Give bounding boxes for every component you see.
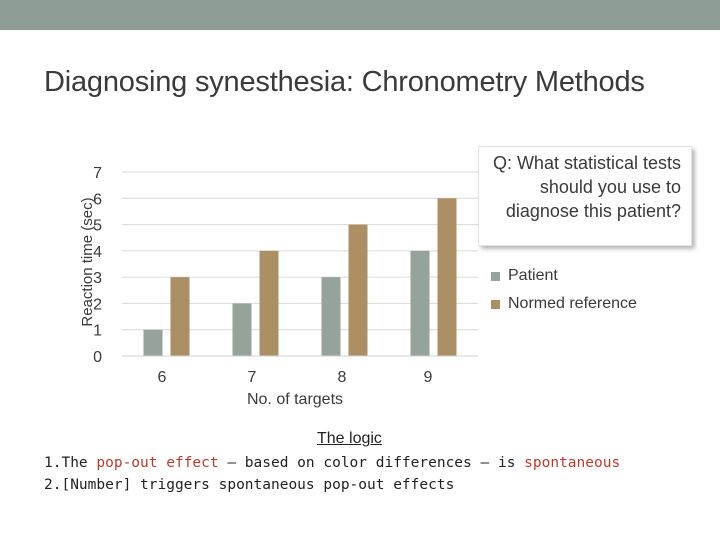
top-bar <box>0 0 720 30</box>
slide-title: Diagnosing synesthesia: Chronometry Meth… <box>44 66 645 98</box>
bar-normed-reference-8 <box>348 224 368 356</box>
y-tick-label-6: 6 <box>93 191 102 208</box>
logic-item-1-middle: – based on color differences – is <box>218 455 525 471</box>
y-tick-label-0: 0 <box>93 349 102 366</box>
x-tick-label-6: 6 <box>158 369 167 386</box>
bar-normed-reference-6 <box>170 277 190 356</box>
x-tick-label-9: 9 <box>424 369 433 386</box>
callout-text: Q: What statistical tests should you use… <box>492 153 681 221</box>
y-tick-label-1: 1 <box>93 323 102 340</box>
y-tick-label-5: 5 <box>93 218 102 235</box>
spontaneous-highlight: spontaneous <box>524 455 621 471</box>
pop-out-effect-highlight: pop-out effect <box>96 455 219 471</box>
y-tick-label-4: 4 <box>93 244 102 261</box>
legend-item-normed-reference: Normed reference <box>491 294 637 314</box>
question-callout: Q: What statistical tests should you use… <box>478 146 692 246</box>
bar-patient-8 <box>321 277 341 356</box>
y-tick-label-7: 7 <box>93 165 102 182</box>
logic-item-1-number: 1. <box>44 455 62 471</box>
logic-heading: The logic <box>317 430 382 447</box>
legend-label-patient: Patient <box>508 267 558 284</box>
x-axis-label: No. of targets <box>247 391 343 408</box>
logic-list: 1.The pop-out effect – based on color di… <box>44 452 704 496</box>
legend-label-normed-reference: Normed reference <box>508 295 637 312</box>
logic-item-2: 2.[Number] triggers spontaneous pop-out … <box>44 474 704 496</box>
logic-item-1-prefix: The <box>61 455 97 471</box>
legend-swatch-patient <box>491 271 500 281</box>
logic-item-2-number: 2. <box>44 477 62 493</box>
legend-item-patient: Patient <box>491 266 558 286</box>
bar-patient-9 <box>410 250 430 356</box>
x-tick-label-7: 7 <box>248 369 257 386</box>
logic-item-1: 1.The pop-out effect – based on color di… <box>44 452 704 474</box>
y-axis-label: Reaction time (sec) <box>79 197 96 326</box>
bar-normed-reference-7 <box>259 250 279 356</box>
legend-swatch-normed-reference <box>491 299 500 309</box>
logic-item-2-text: [Number] triggers spontaneous pop-out ef… <box>61 477 455 493</box>
y-tick-label-2: 2 <box>93 296 102 313</box>
bar-normed-reference-9 <box>437 198 457 356</box>
bar-patient-6 <box>143 329 163 356</box>
y-tick-label-3: 3 <box>93 270 102 287</box>
bar-patient-7 <box>232 303 252 356</box>
x-tick-label-8: 8 <box>338 369 347 386</box>
